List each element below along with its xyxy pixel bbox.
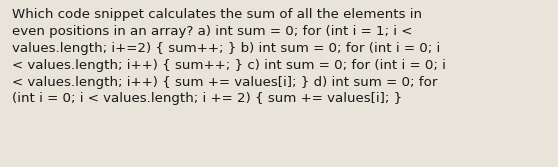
Text: Which code snippet calculates the sum of all the elements in
even positions in a: Which code snippet calculates the sum of… [12,8,446,105]
